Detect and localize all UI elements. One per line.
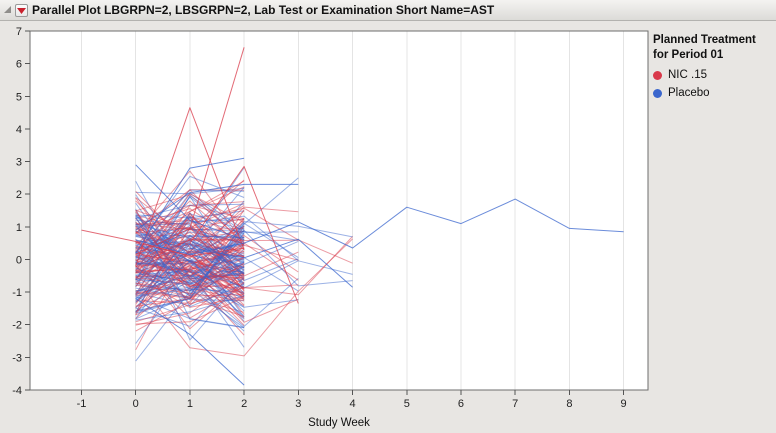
report-title: Parallel Plot LBGRPN=2, LBSGRPN=2, Lab T… bbox=[32, 3, 495, 17]
x-tick-label: 4 bbox=[349, 398, 355, 410]
subject-line-highlight[interactable] bbox=[135, 164, 245, 241]
x-tick-label: 9 bbox=[621, 398, 627, 410]
plot-legend: Planned Treatment for Period 01 NIC .15 … bbox=[653, 33, 775, 99]
plot-background bbox=[30, 31, 648, 390]
subject-line[interactable] bbox=[135, 215, 299, 261]
x-tick-label: 3 bbox=[295, 398, 301, 410]
subject-line[interactable] bbox=[135, 239, 299, 262]
subject-line-highlight[interactable] bbox=[81, 229, 245, 257]
y-tick-label: 2 bbox=[16, 189, 22, 201]
subject-line[interactable] bbox=[135, 197, 245, 241]
subject-line[interactable] bbox=[135, 296, 245, 325]
subject-line[interactable] bbox=[135, 244, 245, 269]
legend-title-line1: Planned Treatment bbox=[653, 34, 756, 46]
report-title-bar: Parallel Plot LBGRPN=2, LBSGRPN=2, Lab T… bbox=[0, 0, 776, 21]
legend-marker-nic-15 bbox=[653, 70, 662, 80]
subject-line[interactable] bbox=[135, 274, 245, 300]
subject-line[interactable] bbox=[135, 235, 245, 303]
subject-line-highlight[interactable] bbox=[189, 238, 353, 288]
x-tick-label: 0 bbox=[133, 398, 139, 410]
x-tick-label: 7 bbox=[512, 398, 518, 410]
y-tick-label: 3 bbox=[16, 157, 22, 169]
subject-line[interactable] bbox=[135, 257, 245, 320]
subject-line-highlight[interactable] bbox=[135, 298, 245, 386]
subject-line[interactable] bbox=[135, 264, 299, 323]
parallel-plot-canvas[interactable]: -1 0 1 2 3 4 5 6 7 8 9 -4 -3 -2 -1 0 1 2 3 4 5 6 7 Study Week bbox=[0, 21, 776, 433]
subject-line-highlight[interactable] bbox=[135, 157, 245, 254]
subject-line[interactable] bbox=[135, 291, 245, 317]
x-tick-label: 6 bbox=[458, 398, 464, 410]
x-axis-title: Study Week bbox=[308, 417, 370, 429]
subject-line[interactable] bbox=[135, 268, 245, 327]
y-tick-label: 1 bbox=[16, 222, 22, 234]
subject-line-highlight[interactable] bbox=[135, 107, 245, 267]
subject-line[interactable] bbox=[135, 179, 245, 231]
subject-line[interactable] bbox=[135, 270, 245, 348]
subject-line[interactable] bbox=[135, 217, 245, 287]
y-tick-label: 7 bbox=[16, 26, 22, 38]
y-tick-label: 6 bbox=[16, 59, 22, 71]
plot-frame bbox=[29, 30, 649, 391]
red-triangle-icon bbox=[17, 7, 26, 14]
subject-line[interactable] bbox=[135, 223, 245, 275]
subject-line[interactable] bbox=[135, 231, 245, 288]
subject-line[interactable] bbox=[135, 238, 353, 357]
subject-line-highlight[interactable] bbox=[189, 165, 299, 304]
legend-item-nic-15[interactable]: NIC .15 bbox=[653, 69, 775, 81]
subject-line[interactable] bbox=[135, 219, 245, 286]
x-tick-label: -1 bbox=[77, 398, 87, 410]
x-tick-label: 5 bbox=[404, 398, 410, 410]
y-tick-label: 5 bbox=[16, 91, 22, 103]
subject-line[interactable] bbox=[135, 189, 245, 246]
subject-line[interactable] bbox=[135, 295, 245, 321]
subject-line[interactable] bbox=[135, 217, 245, 307]
x-tick-label: 2 bbox=[241, 398, 247, 410]
plot-region: -1 0 1 2 3 4 5 6 7 8 9 -4 -3 -2 -1 0 1 2 3 4 5 6 7 Study Week P… bbox=[0, 21, 776, 433]
x-tick-label: 1 bbox=[187, 398, 193, 410]
y-tick-label: -4 bbox=[12, 385, 22, 397]
y-tick-label: 0 bbox=[16, 254, 22, 266]
subject-line[interactable] bbox=[135, 247, 245, 265]
y-tick-label: 4 bbox=[16, 124, 22, 136]
subject-line[interactable] bbox=[135, 191, 245, 290]
legend-label-nic-15: NIC .15 bbox=[668, 69, 707, 81]
subject-line-highlight[interactable] bbox=[135, 198, 624, 256]
subject-line[interactable] bbox=[135, 210, 245, 297]
x-tick-label: 8 bbox=[566, 398, 572, 410]
y-tick-label: -3 bbox=[12, 352, 22, 364]
legend-label-placebo: Placebo bbox=[668, 87, 710, 99]
red-triangle-menu-button[interactable] bbox=[15, 3, 28, 17]
subject-line-highlight[interactable] bbox=[135, 47, 245, 256]
legend-marker-placebo bbox=[653, 88, 662, 98]
subject-line[interactable] bbox=[135, 221, 353, 314]
subject-line[interactable] bbox=[135, 260, 245, 285]
y-tick-label: -2 bbox=[12, 320, 22, 332]
subject-line[interactable] bbox=[135, 200, 245, 344]
legend-title-line2: for Period 01 bbox=[653, 49, 724, 61]
subject-line[interactable] bbox=[135, 195, 299, 281]
subject-line[interactable] bbox=[135, 267, 245, 329]
y-tick-label: -1 bbox=[12, 287, 22, 299]
disclosure-triangle-icon[interactable] bbox=[3, 5, 13, 15]
legend-item-placebo[interactable]: Placebo bbox=[653, 87, 775, 99]
subject-line[interactable] bbox=[135, 259, 245, 312]
